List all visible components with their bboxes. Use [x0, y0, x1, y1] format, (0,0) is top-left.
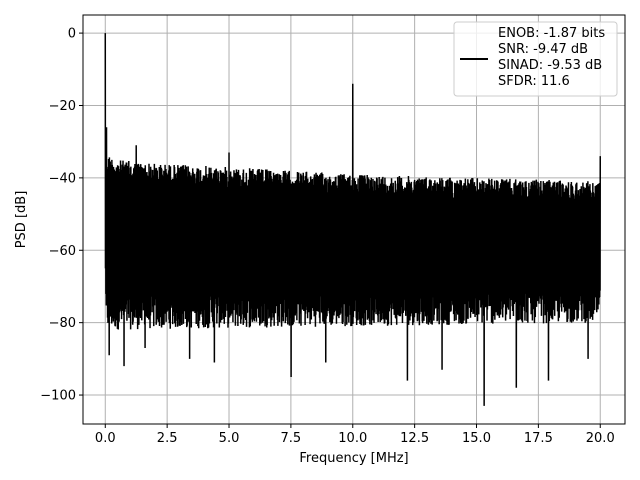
x-tick-label: 15.0 [462, 431, 491, 446]
x-tick-label: 5.0 [219, 431, 240, 446]
x-tick-label: 12.5 [400, 431, 429, 446]
legend-text-enob: ENOB: -1.87 bits [498, 26, 605, 41]
y-axis-label: PSD [dB] [14, 191, 29, 249]
y-tick-label: −20 [49, 99, 76, 114]
legend-text-sinad: SINAD: -9.53 dB [498, 58, 602, 73]
tick-layer: 0.0 2.5 5.0 7.5 10.0 12.5 15.0 17.5 20.0 0 −20 −40 −… [40, 27, 614, 446]
legend-text-sfdr: SFDR: 11.6 [498, 74, 570, 89]
x-tick-label: 10.0 [338, 431, 367, 446]
y-tick-label: −80 [49, 316, 76, 331]
legend-text-snr: SNR: -9.47 dB [498, 42, 588, 57]
x-tick-label: 20.0 [586, 431, 615, 446]
x-tick-label: 2.5 [157, 431, 178, 446]
legend: ENOB: -1.87 bits SNR: -9.47 dB SINAD: -9… [453, 21, 618, 97]
legend-box [453, 21, 618, 97]
x-tick-label: 17.5 [524, 431, 553, 446]
data-layer [104, 33, 601, 406]
y-tick-label: −60 [49, 244, 76, 259]
x-tick-label: 0.0 [95, 431, 116, 446]
y-tick-label: 0 [68, 27, 76, 42]
x-axis-label: Frequency [MHz] [299, 451, 408, 466]
y-tick-label: −40 [49, 171, 76, 186]
y-tick-label: −100 [40, 389, 76, 404]
x-tick-label: 7.5 [281, 431, 302, 446]
psd-series-line [104, 33, 601, 406]
plot-frame [82, 14, 626, 425]
